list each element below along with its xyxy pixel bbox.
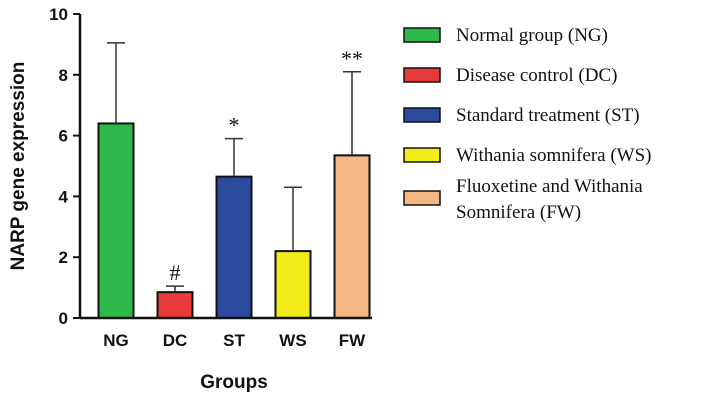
- y-tick-label-10: 10: [49, 5, 68, 24]
- y-axis-title: NARP gene expression: [8, 62, 29, 271]
- legend-swatch-fw: [403, 190, 441, 206]
- y-tick-label-8: 8: [59, 66, 68, 85]
- legend-label-dc: Disease control (DC): [456, 65, 617, 86]
- legend-label-fw-line1: Fluoxetine and Withania: [456, 176, 643, 197]
- legend: Normal group (NG) Disease control (DC) Sta…: [403, 25, 652, 223]
- bar-ws: [274, 250, 312, 319]
- significance-label-fw: **: [341, 46, 363, 71]
- significance-label-st: *: [229, 113, 240, 138]
- x-tick-label-st: ST: [223, 331, 245, 350]
- legend-swatch-st: [403, 107, 441, 123]
- legend-label-ng: Normal group (NG): [456, 25, 608, 46]
- legend-swatch-dc: [403, 67, 441, 83]
- x-tick-label-dc: DC: [163, 331, 188, 350]
- significance-label-dc: #: [170, 260, 181, 285]
- bar-st: [215, 175, 253, 319]
- axes-layer: NG DC ST WS FW 0 2 4 6 8 10: [49, 5, 372, 350]
- bar-ng: [97, 122, 135, 319]
- y-tick-label-6: 6: [59, 127, 68, 146]
- y-tick-label-2: 2: [59, 248, 68, 267]
- x-tick-label-ws: WS: [279, 331, 306, 350]
- x-tick-label-ng: NG: [103, 331, 129, 350]
- legend-label-fw-line2: Somnifera (FW): [456, 202, 581, 223]
- legend-swatch-ws: [403, 147, 441, 163]
- y-tick-label-4: 4: [59, 187, 69, 206]
- legend-label-ws: Withania somnifera (WS): [456, 145, 652, 166]
- legend-swatch-ng: [403, 27, 441, 43]
- bar-fw: [333, 154, 371, 319]
- x-tick-label-fw: FW: [339, 331, 366, 350]
- x-axis-title: Groups: [200, 372, 268, 393]
- bars-layer: #***: [97, 42, 371, 320]
- legend-label-st: Standard treatment (ST): [456, 105, 640, 126]
- y-tick-label-0: 0: [59, 309, 68, 328]
- bar-dc: [156, 291, 194, 320]
